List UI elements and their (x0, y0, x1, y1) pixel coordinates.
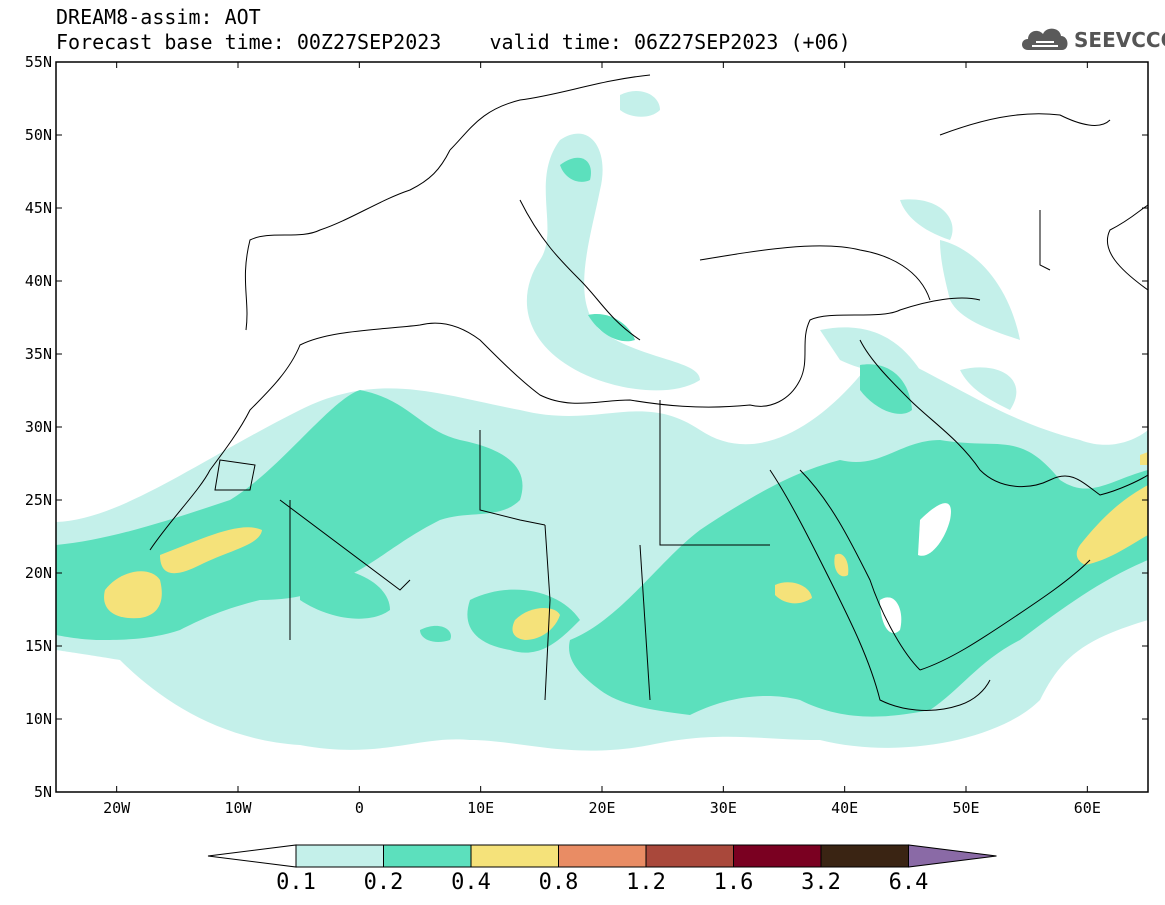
lat-tick-label: 10N (25, 710, 52, 728)
colorbar-label: 0.4 (451, 870, 491, 895)
lat-tick-label: 35N (25, 345, 52, 363)
lat-tick-label: 20N (25, 564, 52, 582)
cloud-logo-icon (1022, 28, 1068, 50)
colorbar-label: 0.2 (364, 870, 404, 895)
colorbar-label: 1.2 (626, 870, 666, 895)
lon-tick-label: 20E (588, 799, 615, 817)
lat-tick-label: 25N (25, 491, 52, 509)
colorbar-label: 1.6 (714, 870, 754, 895)
aot-clear-areas (880, 503, 951, 634)
lon-tick-label: 0 (355, 799, 364, 817)
colorbar-segment (295, 844, 384, 868)
colorbar-segment (820, 844, 909, 868)
colorbar-right-arrow (908, 844, 997, 868)
logo-text: SEEVCCC (1074, 28, 1165, 52)
lon-tick-label: 10W (224, 799, 252, 817)
forecast-base-time: Forecast base time: 00Z27SEP2023 (56, 30, 442, 54)
colorbar-segment (470, 844, 559, 868)
aot-band-0.4 (104, 452, 1148, 640)
colorbar-label: 0.1 (276, 870, 316, 895)
colorbar-segment (558, 844, 647, 868)
lon-tick-label: 60E (1074, 799, 1101, 817)
longitude-axis: 20W 10W 0 10E 20E 30E 40E 50E 60E (103, 62, 1101, 817)
lon-tick-label: 10E (467, 799, 494, 817)
lat-tick-label: 30N (25, 418, 52, 436)
colorbar-label: 0.8 (539, 870, 579, 895)
lon-tick-label: 50E (952, 799, 979, 817)
lat-tick-label: 40N (25, 272, 52, 290)
valid-time: valid time: 06Z27SEP2023 (+06) (489, 30, 851, 54)
lat-tick-label: 15N (25, 637, 52, 655)
lon-tick-label: 30E (710, 799, 737, 817)
colorbar-left-arrow (207, 844, 297, 868)
lat-tick-label: 55N (25, 53, 52, 71)
time-info: Forecast base time: 00Z27SEP2023 valid t… (56, 31, 851, 53)
colorbar-segment (383, 844, 472, 868)
colorbar-segment (733, 844, 822, 868)
colorbar-label: 6.4 (889, 870, 929, 895)
lat-tick-label: 50N (25, 126, 52, 144)
lon-tick-label: 20W (103, 799, 131, 817)
lat-tick-label: 5N (34, 783, 52, 801)
colorbar-segment (645, 844, 734, 868)
aot-field (56, 74, 1148, 751)
map-title: DREAM8-assim: AOT (56, 5, 261, 29)
coastlines (149, 74, 1148, 711)
seevccc-logo: SEEVCCC (1018, 22, 1165, 58)
lat-tick-label: 45N (25, 199, 52, 217)
lon-tick-label: 40E (831, 799, 858, 817)
colorbar-label: 3.2 (801, 870, 841, 895)
latitude-axis: 55N 50N 45N 40N 35N 30N 25N 20N 15N 10N 5N (25, 53, 1148, 801)
colorbar: 0.1 0.2 0.4 0.8 1.2 1.6 3.2 6.4 (207, 844, 997, 895)
